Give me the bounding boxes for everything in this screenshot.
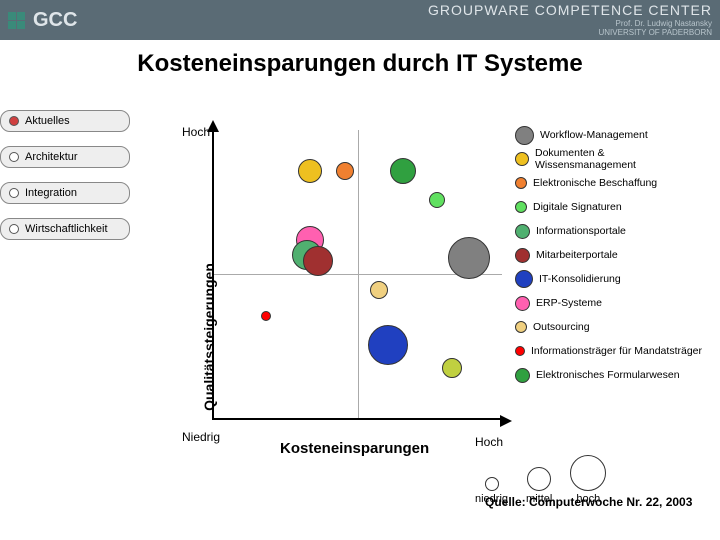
bubble <box>429 192 445 208</box>
legend-label: Digitale Signaturen <box>533 201 622 213</box>
logo-squares <box>8 12 25 29</box>
sidebar-item[interactable]: Wirtschaftlichkeit <box>0 218 130 240</box>
x-axis-label: Kosteneinsparungen <box>280 440 429 457</box>
legend-dot-icon <box>515 248 530 263</box>
legend-label: Elektronische Beschaffung <box>533 177 657 189</box>
legend-dot-icon <box>515 126 534 145</box>
source-line: Quelle: Computerwoche Nr. 22, 2003 <box>485 495 692 509</box>
legend-row: Elektronische Beschaffung <box>515 171 705 195</box>
sidebar-item-label: Integration <box>25 187 77 199</box>
legend-row: Mitarbeiterportale <box>515 243 705 267</box>
legend-dot-icon <box>515 177 527 189</box>
page-title: Kosteneinsparungen durch IT Systeme <box>0 50 720 78</box>
legend: Workflow-Management Dokumenten & Wissensm… <box>515 123 705 387</box>
size-circle-icon <box>485 477 499 491</box>
x-high-label: Hoch <box>475 435 503 449</box>
legend-row: ERP-Systeme <box>515 291 705 315</box>
nav-bullet-icon <box>9 116 19 126</box>
sidebar-item[interactable]: Integration <box>0 182 130 204</box>
sidebar-item[interactable]: Architektur <box>0 146 130 168</box>
header-right: GROUPWARE COMPETENCE CENTER Prof. Dr. Lu… <box>428 2 712 38</box>
logo-text: GCC <box>33 9 77 32</box>
legend-row: Workflow-Management <box>515 123 705 147</box>
legend-dot-icon <box>515 152 529 166</box>
legend-dot-icon <box>515 224 530 239</box>
legend-dot-icon <box>515 296 530 311</box>
legend-label: Informationsträger für Mandatsträger <box>531 345 702 357</box>
legend-row: Digitale Signaturen <box>515 195 705 219</box>
size-circle-icon <box>527 467 551 491</box>
bubble <box>368 325 408 365</box>
bubble <box>261 311 271 321</box>
sidebar-item[interactable]: Aktuelles <box>0 110 130 132</box>
sidebar-item-label: Architektur <box>25 151 78 163</box>
legend-label: Mitarbeiterportale <box>536 249 618 261</box>
legend-row: Dokumenten & Wissensmanagement <box>515 147 705 171</box>
legend-dot-icon <box>515 270 533 288</box>
legend-row: IT-Konsolidierung <box>515 267 705 291</box>
nav-bullet-icon <box>9 152 19 162</box>
legend-label: Elektronisches Formularwesen <box>536 369 680 381</box>
bubble <box>370 281 388 299</box>
chart-area: Qualitätssteigerungen Hoch Niedrig Koste… <box>140 105 700 505</box>
legend-dot-icon <box>515 346 525 356</box>
org-name: GROUPWARE COMPETENCE CENTER <box>428 2 712 19</box>
size-circle-icon <box>570 455 606 491</box>
bubble <box>303 246 333 276</box>
sidebar-item-label: Wirtschaftlichkeit <box>25 223 108 235</box>
nav-bullet-icon <box>9 224 19 234</box>
legend-row: Outsourcing <box>515 315 705 339</box>
bubble <box>390 158 416 184</box>
legend-dot-icon <box>515 201 527 213</box>
sidebar-item-label: Aktuelles <box>25 115 70 127</box>
header: GCC GROUPWARE COMPETENCE CENTER Prof. Dr… <box>0 0 720 40</box>
legend-row: Informationsportale <box>515 219 705 243</box>
bubble <box>442 358 462 378</box>
legend-row: Elektronisches Formularwesen <box>515 363 705 387</box>
legend-label: ERP-Systeme <box>536 297 602 309</box>
prof-line: Prof. Dr. Ludwig Nastansky <box>428 19 712 29</box>
logo: GCC <box>8 9 77 32</box>
legend-label: Dokumenten & Wissensmanagement <box>535 147 705 171</box>
bubble <box>336 162 354 180</box>
legend-label: Outsourcing <box>533 321 590 333</box>
y-low-label: Niedrig <box>182 430 220 444</box>
uni-line: UNIVERSITY OF PADERBORN <box>428 28 712 38</box>
legend-dot-icon <box>515 368 530 383</box>
legend-dot-icon <box>515 321 527 333</box>
legend-label: Workflow-Management <box>540 129 648 141</box>
bubble <box>448 237 490 279</box>
legend-row: Informationsträger für Mandatsträger <box>515 339 705 363</box>
sidebar-nav: Aktuelles Architektur Integration Wirtschaf… <box>0 110 130 254</box>
legend-label: Informationsportale <box>536 225 626 237</box>
legend-label: IT-Konsolidierung <box>539 273 621 285</box>
y-high-label: Hoch <box>182 125 210 139</box>
bubble <box>298 159 322 183</box>
nav-bullet-icon <box>9 188 19 198</box>
bubble-plot <box>212 130 502 420</box>
